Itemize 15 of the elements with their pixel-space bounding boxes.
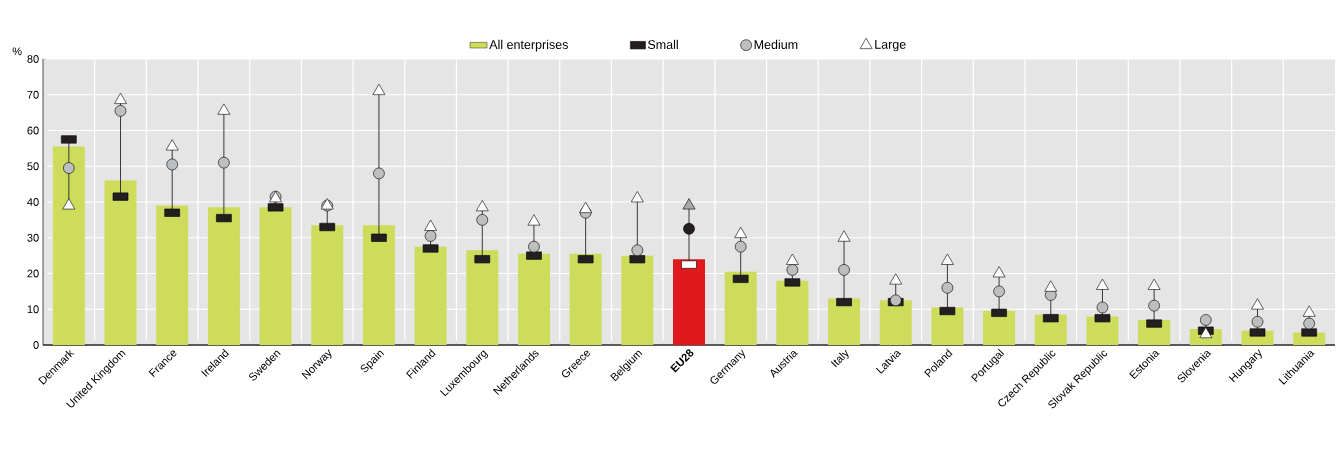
legend-label: All enterprises xyxy=(489,39,568,52)
y-tick-label: 70 xyxy=(27,90,39,99)
y-tick-label: 60 xyxy=(27,126,39,135)
y-tick-label: 50 xyxy=(27,162,39,171)
y-tick-label: 20 xyxy=(27,269,39,278)
legend-label: Small xyxy=(647,39,678,50)
y-axis-title: % xyxy=(12,47,22,56)
legend-label: Large xyxy=(875,40,906,52)
y-tick-label: 0 xyxy=(33,341,39,349)
y-tick-label: 10 xyxy=(27,305,39,314)
x-tick-label: Italy xyxy=(830,349,849,368)
legend-label: Medium xyxy=(754,39,798,50)
y-tick-label: 80 xyxy=(27,55,39,63)
y-tick-label: 40 xyxy=(27,198,39,206)
y-tick-label: 30 xyxy=(27,233,39,242)
